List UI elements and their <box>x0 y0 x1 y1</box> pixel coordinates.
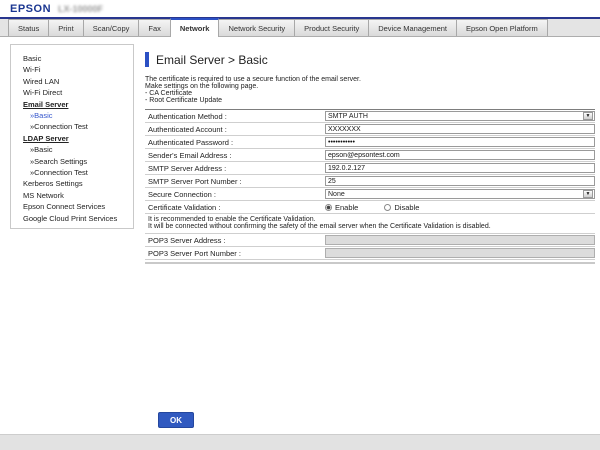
sidebar-item-ldap-basic[interactable]: »Basic <box>11 144 133 155</box>
form-row-pop3-server-port-number: POP3 Server Port Number : <box>145 247 595 260</box>
sidebar-item-email-server-connection-test[interactable]: »Connection Test <box>11 121 133 132</box>
field-label: Secure Connection : <box>148 189 216 199</box>
form-row-authentication-method: Authentication Method : SMTP AUTH ▼ <box>145 110 595 123</box>
sidebar-item-wired-lan[interactable]: Wired LAN <box>23 76 60 86</box>
header-divider <box>0 17 600 19</box>
form-row-pop3-server-address: POP3 Server Address : <box>145 234 595 247</box>
field-label: POP3 Server Port Number : <box>148 248 241 258</box>
sidebar-item-label: Basic <box>34 145 53 155</box>
sidebar-item-ldap-connection-test[interactable]: »Connection Test <box>11 167 133 178</box>
certificate-validation-note: It is recommended to enable the Certific… <box>145 214 595 234</box>
tab-bar: Status Print Scan/Copy Fax Network Netwo… <box>0 18 600 37</box>
tab-print[interactable]: Print <box>48 19 84 36</box>
field-label: Authentication Method : <box>148 111 227 121</box>
senders-email-address-input[interactable] <box>325 150 595 160</box>
form-row-senders-email-address: Sender's Email Address : <box>145 149 595 162</box>
sidebar-item-wifi-direct[interactable]: Wi-Fi Direct <box>23 88 63 98</box>
smtp-server-port-number-input[interactable] <box>325 176 595 186</box>
secure-connection-select[interactable]: None ▼ <box>325 189 595 199</box>
sidebar-item-ldap-search-settings[interactable]: »Search Settings <box>11 156 133 167</box>
form-row-smtp-server-port-number: SMTP Server Port Number : <box>145 175 595 188</box>
tab-status[interactable]: Status <box>8 19 50 36</box>
tab-fax[interactable]: Fax <box>138 19 171 36</box>
sidebar-item-email-server-basic[interactable]: »Basic <box>11 110 133 121</box>
sidebar-item-kerberos-settings[interactable]: Kerberos Settings <box>23 179 83 189</box>
note-line: It is recommended to enable the Certific… <box>148 216 316 223</box>
header: EPSON LX-10000F <box>0 0 600 17</box>
tab-device-management[interactable]: Device Management <box>368 19 457 36</box>
field-label: Authenticated Account : <box>148 124 227 134</box>
sidebar-item-ldap-server[interactable]: LDAP Server <box>23 133 69 143</box>
sidebar-item-label: Connection Test <box>34 122 88 132</box>
dropdown-arrow-icon[interactable]: ▼ <box>583 190 593 198</box>
sidebar-item-epson-connect-services[interactable]: Epson Connect Services <box>23 202 106 212</box>
form-end-divider <box>145 262 595 264</box>
chevron-prefix: » <box>30 168 35 178</box>
pop3-server-address-input <box>325 235 595 245</box>
sidebar-item-email-server[interactable]: Email Server <box>23 99 69 109</box>
tab-epson-open-platform[interactable]: Epson Open Platform <box>456 19 548 36</box>
field-label: SMTP Server Port Number : <box>148 176 242 186</box>
disable-radio[interactable] <box>384 203 392 211</box>
dropdown-arrow-glyph: ▼ <box>585 190 591 197</box>
form-row-smtp-server-address: SMTP Server Address : <box>145 162 595 175</box>
page-title: Email Server > Basic <box>156 52 268 67</box>
page-bottom-strip <box>0 434 600 450</box>
sidebar-item-wifi[interactable]: Wi-Fi <box>23 65 41 75</box>
chevron-prefix: » <box>30 145 35 155</box>
authenticated-password-input[interactable] <box>325 137 595 147</box>
certificate-validation-enable-option[interactable]: Enable <box>325 203 358 212</box>
title-accent-bar <box>145 52 149 67</box>
select-value: SMTP AUTH <box>328 112 368 120</box>
field-label: SMTP Server Address : <box>148 163 227 173</box>
description-line: - Root Certificate Update <box>145 97 223 104</box>
smtp-server-address-input[interactable] <box>325 163 595 173</box>
chevron-prefix: » <box>30 122 35 132</box>
tab-network[interactable]: Network <box>169 18 220 37</box>
chevron-prefix: » <box>30 156 35 166</box>
sidebar-item-basic[interactable]: Basic <box>23 54 42 63</box>
printer-model-name: LX-10000F <box>58 4 104 14</box>
tab-product-security[interactable]: Product Security <box>294 19 370 36</box>
field-label: POP3 Server Address : <box>148 235 226 245</box>
sidebar-nav: Basic Wi-Fi Wired LAN Wi-Fi Direct Email… <box>10 44 134 229</box>
note-line: It will be connected without confirming … <box>148 223 491 230</box>
sidebar-item-label: Connection Test <box>34 168 88 178</box>
tab-scan-copy[interactable]: Scan/Copy <box>82 19 140 36</box>
enable-radio[interactable] <box>325 203 332 211</box>
select-value: None <box>328 190 345 198</box>
certificate-validation-disable-option[interactable]: Disable <box>384 203 419 212</box>
sidebar-item-google-cloud-print-services[interactable]: Google Cloud Print Services <box>23 213 118 223</box>
field-label: Authenticated Password : <box>148 137 234 147</box>
radio-option-label: Disable <box>394 202 420 212</box>
epson-logo: EPSON <box>10 3 52 15</box>
authentication-method-select[interactable]: SMTP AUTH ▼ <box>325 111 595 121</box>
chevron-prefix: » <box>30 111 35 121</box>
authenticated-account-input[interactable] <box>325 124 595 134</box>
form-row-secure-connection: Secure Connection : None ▼ <box>145 188 595 201</box>
description-line: The certificate is required to use a sec… <box>145 76 361 83</box>
sidebar-item-ms-network[interactable]: MS Network <box>23 190 64 200</box>
field-label: Sender's Email Address : <box>148 150 232 160</box>
dropdown-arrow-glyph: ▼ <box>585 112 591 119</box>
radio-option-label: Enable <box>335 202 359 212</box>
email-server-form: Authentication Method : SMTP AUTH ▼ Auth… <box>145 109 595 264</box>
field-label: Certificate Validation : <box>148 202 221 212</box>
page-description: The certificate is required to use a sec… <box>145 76 595 104</box>
dropdown-arrow-icon[interactable]: ▼ <box>583 112 593 120</box>
form-row-authenticated-password: Authenticated Password : <box>145 136 595 149</box>
form-row-authenticated-account: Authenticated Account : <box>145 123 595 136</box>
tab-network-security[interactable]: Network Security <box>218 19 296 36</box>
main-panel: Email Server > Basic The certificate is … <box>145 52 595 264</box>
ok-button[interactable]: OK <box>158 412 194 428</box>
pop3-server-port-number-input <box>325 248 595 258</box>
sidebar-item-label: Search Settings <box>34 156 88 166</box>
form-row-certificate-validation: Certificate Validation : Enable Disable <box>145 201 595 214</box>
description-line: - CA Certificate <box>145 90 193 97</box>
description-line: Make settings on the following page. <box>145 83 259 90</box>
sidebar-item-label: Basic <box>34 111 53 121</box>
